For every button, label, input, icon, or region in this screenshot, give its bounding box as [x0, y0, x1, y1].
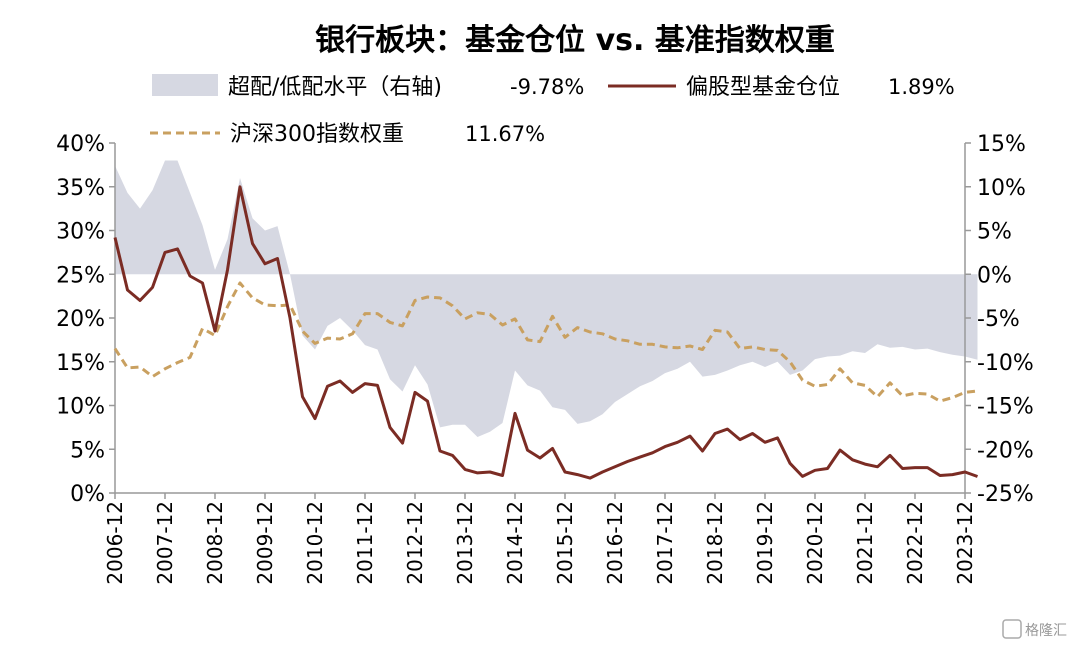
x-tick-label: 2006-12	[103, 501, 127, 585]
x-tick-label: 2021-12	[853, 501, 877, 585]
legend-value-fund: 1.89%	[888, 75, 955, 99]
watermark-text: 格隆汇	[1025, 623, 1067, 639]
plot-area: 0% 5% 10% 15% 20% 25% 30% 35% 40% -25% -20% -15% -10…	[56, 132, 1034, 585]
x-tick-label: 2015-12	[553, 501, 577, 585]
x-tick-label: 2022-12	[903, 501, 927, 585]
x-tick-label: 2023-12	[953, 501, 977, 585]
y-left-tick-label: 5%	[70, 438, 105, 463]
y-left-tick-label: 35%	[56, 176, 105, 201]
x-tick-label: 2013-12	[453, 501, 477, 585]
legend-label-overweight: 超配/低配水平（右轴)	[228, 75, 442, 100]
x-tick-label: 2018-12	[703, 501, 727, 585]
x-tick-label: 2020-12	[803, 501, 827, 585]
y-right-tick-label: 15%	[977, 132, 1026, 157]
y-right-tick-label: 5%	[977, 220, 1012, 245]
series-index-weight-line	[113, 281, 978, 403]
y-left-tick-label: 25%	[56, 263, 105, 288]
y-left-tick-label: 20%	[56, 307, 105, 332]
legend: 超配/低配水平（右轴) -9.78% 偏股型基金仓位 1.89% 沪深300指数…	[150, 74, 955, 147]
x-tick-label: 2012-12	[403, 501, 427, 585]
series-fund-position-line	[113, 185, 979, 480]
legend-value-overweight: -9.78%	[510, 75, 584, 99]
x-tick-label: 2010-12	[303, 501, 327, 585]
y-right-tick-label: -5%	[977, 307, 1020, 332]
y-right-tick-label: 10%	[977, 176, 1026, 201]
chart-title: 银行板块：基金仓位 vs. 基准指数权重	[315, 23, 835, 58]
x-tick-label: 2017-12	[653, 501, 677, 585]
x-tick-label: 2008-12	[203, 501, 227, 585]
y-left-tick-label: 10%	[56, 395, 105, 420]
y-left-tick-label: 30%	[56, 220, 105, 245]
legend-label-fund: 偏股型基金仓位	[686, 75, 840, 100]
x-tick-label: 2007-12	[153, 501, 177, 585]
y-right-tick-label: -10%	[977, 351, 1034, 376]
series-overweight-area	[115, 160, 978, 437]
y-right-tick-label: 0%	[977, 263, 1012, 288]
x-tick-label: 2014-12	[503, 501, 527, 585]
watermark: 格隆汇	[1002, 619, 1067, 639]
watermark-logo-icon	[1002, 619, 1022, 639]
y-left-tick-label: 0%	[70, 482, 105, 507]
x-tick-label: 2016-12	[603, 501, 627, 585]
y-left-tick-label: 15%	[56, 351, 105, 376]
y-right-tick-label: -25%	[977, 482, 1034, 507]
legend-label-index: 沪深300指数权重	[230, 122, 404, 147]
x-tick-label: 2009-12	[253, 501, 277, 585]
legend-value-index: 11.67%	[465, 122, 545, 146]
x-tick-label: 2019-12	[753, 501, 777, 585]
x-tick-label: 2011-12	[353, 501, 377, 585]
y-right-tick-label: -20%	[977, 438, 1034, 463]
y-left-tick-label: 40%	[56, 132, 105, 157]
y-right-tick-label: -15%	[977, 395, 1034, 420]
legend-swatch-area	[152, 74, 218, 96]
